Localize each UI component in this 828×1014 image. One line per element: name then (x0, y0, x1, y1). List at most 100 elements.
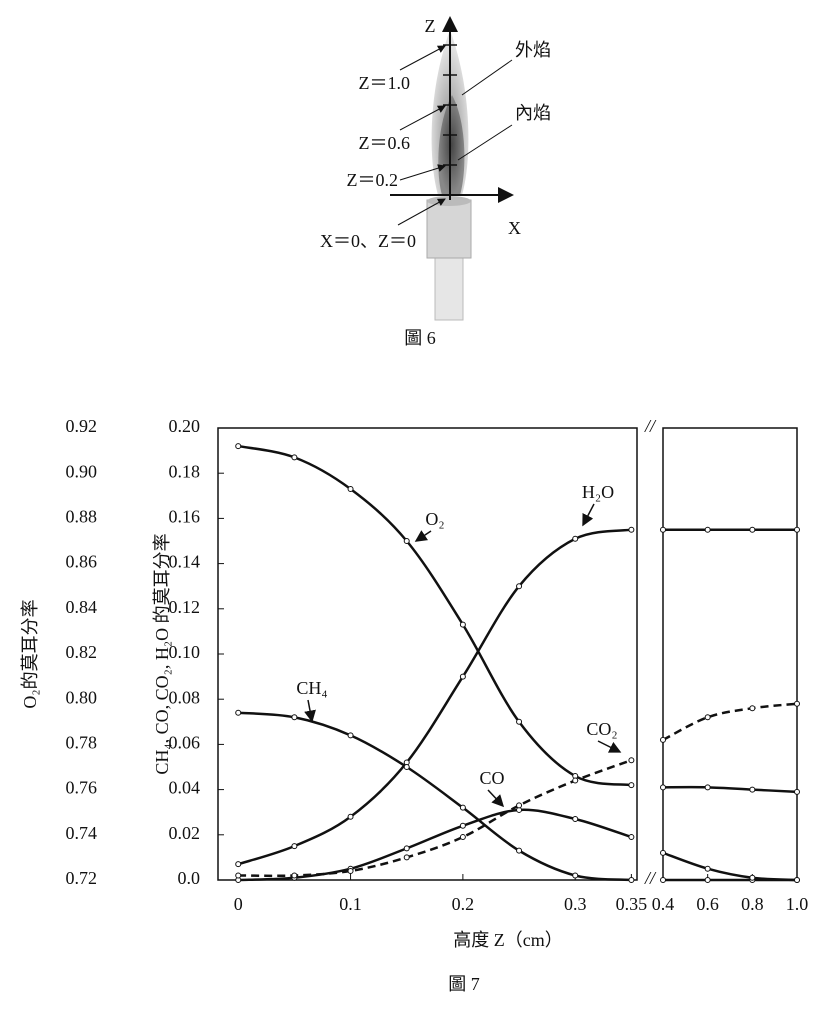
data-point (235, 709, 242, 716)
burner (426, 199, 472, 259)
label-arrow (582, 503, 595, 527)
caption: 圖 6 (404, 328, 436, 348)
data-point (628, 877, 635, 883)
y-tick-label: 0.16 (169, 507, 201, 527)
x-tick-label: 0.8 (741, 894, 764, 914)
y2-tick-label: 0.78 (66, 733, 98, 753)
data-point (660, 877, 666, 883)
x-tick-label: 0.1 (339, 894, 362, 914)
data-point (347, 813, 354, 820)
data-point (704, 784, 711, 791)
data-point (794, 877, 800, 883)
y-tick-label: 0.08 (169, 687, 201, 707)
y-tick-label: 0.06 (169, 733, 201, 753)
x-tick-label: 1.0 (786, 894, 809, 914)
y2-tick-label: 0.84 (66, 597, 98, 617)
y2-tick-label: 0.90 (66, 461, 98, 481)
data-point (628, 782, 635, 789)
y-axis-title: CH₄, CO, CO₂, H₂O 的莫耳分率 (152, 533, 172, 774)
data-point (704, 865, 711, 872)
x-tick-label: 0.3 (564, 894, 587, 914)
y-tick-label: 0.18 (169, 461, 201, 481)
data-point (749, 874, 756, 881)
data-point (704, 526, 711, 533)
x-axis-title: 高度 Z（cm） (453, 930, 563, 950)
x-tick-label: 0 (234, 894, 243, 914)
label-arrow (487, 789, 505, 808)
data-point (628, 757, 635, 764)
data-point (572, 815, 579, 822)
x-tick-label: 0.6 (696, 894, 719, 914)
data-point (704, 877, 711, 883)
inner-label: 內焰 (515, 103, 551, 123)
y2-tick-label: 0.92 (66, 416, 98, 436)
data-point (794, 788, 800, 795)
data-point (235, 861, 242, 868)
y-tick-label: 0.10 (169, 642, 201, 662)
label-arrow (304, 699, 316, 723)
data-point (660, 736, 666, 743)
data-point (459, 804, 466, 811)
data-point (291, 454, 298, 461)
series-label: H₂O (582, 482, 614, 502)
data-point (403, 764, 410, 770)
series-line (237, 528, 632, 866)
data-point (660, 526, 666, 533)
series-line (238, 808, 632, 882)
data-point (516, 718, 523, 725)
data-point (347, 867, 354, 874)
x-label: X (508, 218, 521, 238)
data-point (516, 802, 523, 809)
pointers (397, 45, 513, 226)
data-point (459, 621, 466, 628)
data-point (749, 705, 756, 712)
z-label: Z＝0.6 (359, 133, 411, 153)
flame-diagram: Z X 外焰 內焰 Z＝1.0 Z＝0.6 Z＝0.2 X＝0、Z＝0 圖 6 (320, 16, 551, 348)
data-point (794, 700, 800, 707)
x-tick-label: 0.35 (616, 894, 648, 914)
label-arrow (414, 530, 432, 542)
y2-tick-label: 0.76 (66, 778, 98, 798)
x-tick-label: 0.4 (652, 894, 675, 914)
series-line (237, 444, 632, 787)
y2-tick-label: 0.86 (66, 552, 98, 572)
y-tick-label: 0.14 (169, 552, 201, 572)
data-point (704, 714, 711, 721)
series-line (662, 851, 798, 882)
y-tick-label: 0.12 (169, 597, 201, 617)
z-label: Z＝0.2 (347, 170, 399, 190)
data-point (572, 535, 579, 542)
y2-tick-label: 0.72 (66, 868, 98, 888)
data-point (660, 849, 666, 856)
data-point (459, 822, 466, 829)
z-label: Z＝1.0 (359, 73, 411, 93)
data-point (572, 872, 579, 879)
data-point (516, 847, 523, 854)
series-label: CO₂ (586, 719, 617, 739)
data-point (628, 526, 635, 533)
series-label: CH₄ (296, 678, 327, 698)
y-tick-label: 0.0 (178, 868, 201, 888)
data-point (459, 673, 466, 680)
series-line (238, 711, 632, 882)
y-tick-label: 0.02 (169, 823, 201, 843)
y2-tick-label: 0.88 (66, 507, 98, 527)
caption: 圖 7 (448, 974, 480, 994)
outer-label: 外焰 (515, 40, 551, 60)
data-point (403, 845, 410, 852)
series-label: CO (479, 768, 504, 788)
data-point (347, 486, 354, 493)
data-point (749, 786, 756, 793)
series-line (662, 785, 798, 794)
label-arrow (597, 740, 622, 753)
data-point (235, 443, 242, 450)
data-point (291, 872, 298, 879)
x-tick-label: 0.2 (452, 894, 475, 914)
data-point (628, 834, 635, 841)
axis-break: // (644, 416, 657, 436)
data-point (235, 872, 242, 879)
y2-tick-label: 0.74 (66, 823, 98, 843)
axis-break: // (644, 868, 657, 888)
